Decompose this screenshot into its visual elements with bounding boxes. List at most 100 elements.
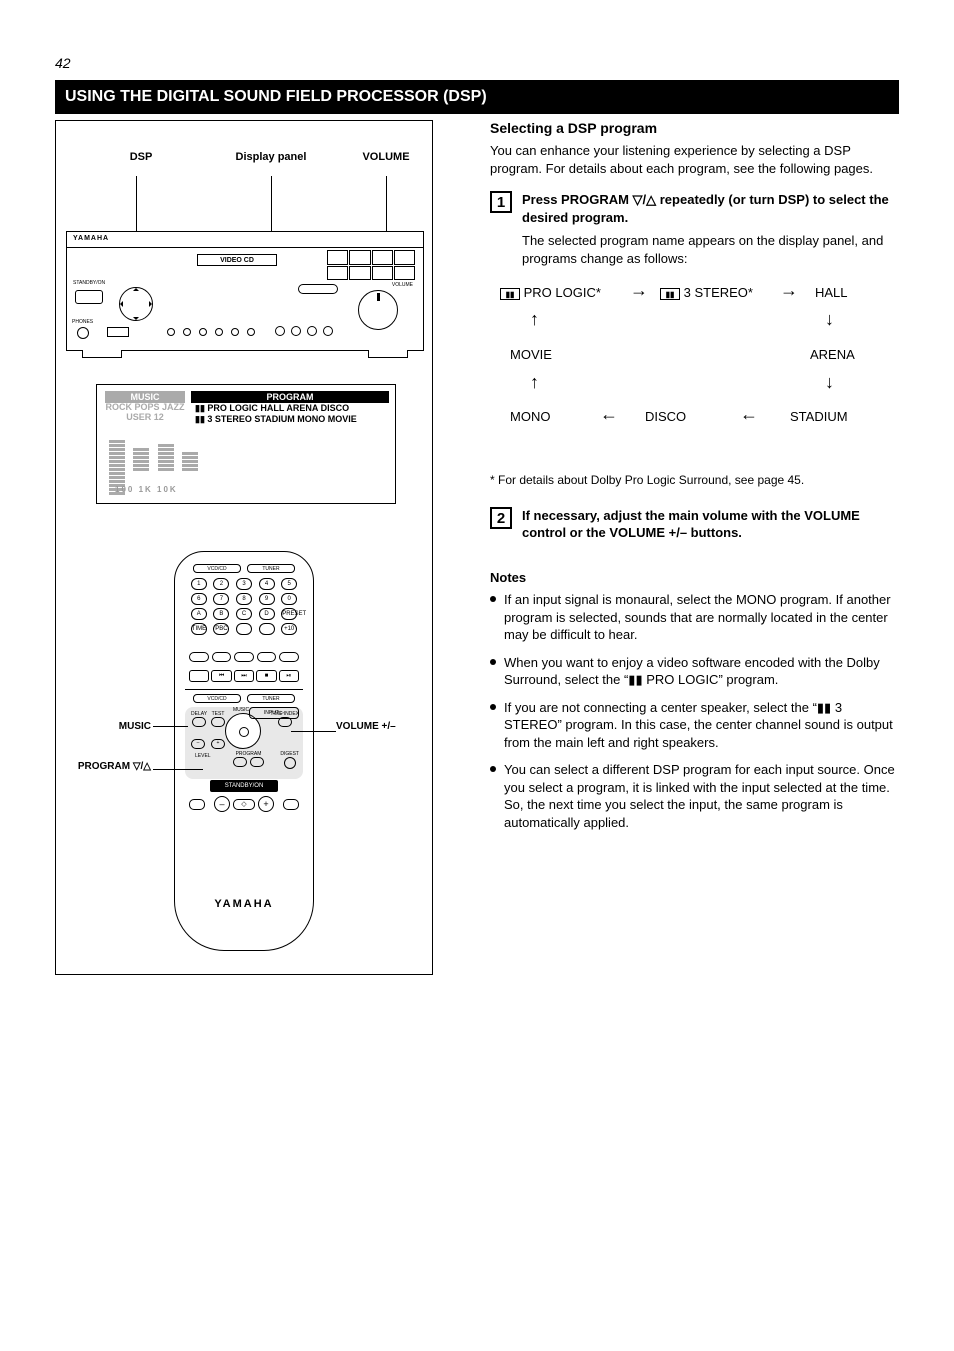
phones-label: PHONES (72, 319, 93, 325)
note-item: When you want to enjoy a video software … (490, 654, 900, 689)
notes-block: Notes If an input signal is monaural, se… (490, 570, 900, 832)
callout-dsp: DSP (111, 151, 171, 163)
remote-fn: TIME (191, 623, 207, 635)
remote-num: 2 (213, 578, 229, 590)
cycle-node-hall: HALL (815, 285, 848, 300)
volume-dial (358, 290, 398, 330)
remote-fn (236, 623, 252, 635)
arrow-right-icon: → (630, 280, 648, 301)
arrow-down-icon: ↓ (825, 372, 834, 393)
leader-line (291, 731, 336, 732)
remote-input-button: INPUT ▷ (249, 707, 299, 719)
remote-num: 5 (281, 578, 297, 590)
program-rows: ▮▮ PRO LOGIC HALL ARENA DISCO ▮▮ 3 STERE… (191, 403, 389, 425)
remote-brand: YAMAHA (175, 898, 313, 910)
cycle-node-arena: ARENA (810, 347, 855, 362)
notes-header: Notes (490, 570, 900, 585)
remote-num: 7 (213, 593, 229, 605)
standby-button (75, 290, 103, 304)
receiver-foot (368, 350, 408, 358)
transport-buttons (167, 328, 255, 336)
banner-title: USING THE DIGITAL SOUND FIELD PROCESSOR … (65, 88, 487, 106)
remote-preset: A (191, 608, 207, 620)
remote-callout-music: MUSIC (71, 721, 151, 732)
cycle-node-prologic: ▮▮ PRO LOGIC* (500, 285, 601, 300)
leader-line (153, 726, 188, 727)
section-banner: USING THE DIGITAL SOUND FIELD PROCESSOR … (55, 80, 899, 114)
remote-callout-program: PROGRAM ▽/△ (71, 761, 151, 772)
remote-num: 0 (281, 593, 297, 605)
remote-transport: ⏮ ⏭ ■ ⏯ (189, 670, 299, 682)
tone-knobs (275, 326, 333, 336)
program-header: PROGRAM (191, 391, 389, 403)
page-number: 42 (55, 55, 71, 71)
remote-num: 6 (191, 593, 207, 605)
arrow-down-icon: ↓ (825, 309, 834, 330)
leader-line (136, 176, 137, 236)
remote-volume-group: – ◇ + (210, 796, 278, 812)
receiver-brand: YAMAHA (73, 235, 109, 242)
remote-preset: PRESET (281, 608, 297, 620)
stop-icon: ■ (256, 670, 276, 682)
disc-slot-icon (107, 327, 129, 337)
phones-jack (77, 327, 89, 339)
dsp-jog (119, 287, 153, 321)
disc-tray-label: VIDEO CD (197, 254, 277, 266)
receiver-foot (82, 350, 122, 358)
callout-volume: VOLUME (356, 151, 416, 163)
display-program-block: PROGRAM ▮▮ PRO LOGIC HALL ARENA DISCO ▮▮… (191, 391, 389, 425)
remote-number-pad: 1 2 3 4 5 6 7 8 9 0 A B C D PRESET TIME (189, 578, 299, 635)
input-selector (298, 284, 338, 294)
remote-level-label: LEVEL (195, 753, 211, 759)
device-figure: DSP Display panel VOLUME YAMAHA VIDEO CD… (55, 120, 433, 975)
program-row-1: ▮▮ PRO LOGIC HALL ARENA DISCO (195, 403, 389, 414)
display-zoom-panel: MUSIC ROCK POPS JAZZ USER 12 PROGRAM ▮▮ … (96, 384, 396, 504)
remote-standby: STANDBY/ON (210, 780, 278, 792)
volume-minus-icon: – (214, 796, 230, 812)
remote-fn: PBC (213, 623, 229, 635)
remote-preset: B (213, 608, 229, 620)
remote-mid-row (189, 652, 299, 662)
cycle-node-movie: MOVIE (510, 347, 552, 362)
remote-delay-label: DELAY (191, 711, 207, 727)
leader-line (153, 769, 203, 770)
cycle-node-stadium: STADIUM (790, 409, 848, 424)
remote-level-plus: + (211, 739, 225, 749)
remote-num: 9 (259, 593, 275, 605)
intro-text: You can enhance your listening experienc… (490, 142, 900, 177)
arrow-left-icon: ← (740, 404, 758, 425)
remote-bottom-row: – ◇ + (189, 796, 299, 812)
step-2: 2 If necessary, adjust the main volume w… (490, 507, 900, 542)
remote-digest-label: DIGEST (280, 751, 299, 769)
play-pause-icon: ⏯ (279, 670, 299, 682)
note-item: If an input signal is monaural, select t… (490, 591, 900, 644)
remote-source-row: VCD/CD TUNER (193, 694, 295, 703)
remote-src-vcdcd: VCD/CD (193, 694, 241, 703)
remote-divider (185, 689, 303, 690)
arrow-up-icon: ↑ (530, 309, 539, 330)
callout-display-panel: Display panel (211, 151, 331, 163)
receiver-topbar (67, 232, 423, 248)
receiver-front-panel: YAMAHA VIDEO CD STANDBY/ON VOLUME PHONES (66, 231, 424, 351)
remote-volume-label: ◇ (233, 799, 255, 810)
remote-preset: D (259, 608, 275, 620)
remote-source-top: VCD/CD TUNER (193, 564, 295, 573)
remote-music-label: MUSIC (233, 707, 249, 713)
remote-level-minus: – (191, 739, 205, 749)
arrow-left-icon: ← (600, 404, 618, 425)
cycle-node-disco: DISCO (645, 409, 686, 424)
step-1: 1 Press PROGRAM ▽/△ repeatedly (or turn … (490, 191, 900, 267)
disc-skip-icon (189, 670, 209, 682)
next-icon: ⏭ (234, 670, 254, 682)
cycle-node-mono: MONO (510, 409, 550, 424)
right-column: Selecting a DSP program You can enhance … (490, 120, 900, 842)
arrow-right-icon: → (780, 280, 798, 301)
step-text: If necessary, adjust the main volume wit… (522, 507, 900, 542)
remote-preset: C (236, 608, 252, 620)
program-row-2: ▮▮ 3 STEREO STADIUM MONO MOVIE (195, 414, 389, 425)
remote-tuner-button: TUNER (247, 564, 295, 573)
remote-num: 8 (236, 593, 252, 605)
remote-callout-volume: VOLUME +/– (336, 721, 416, 732)
section-title: Selecting a DSP program (490, 120, 900, 136)
remote-test-label: TEST (211, 711, 225, 727)
